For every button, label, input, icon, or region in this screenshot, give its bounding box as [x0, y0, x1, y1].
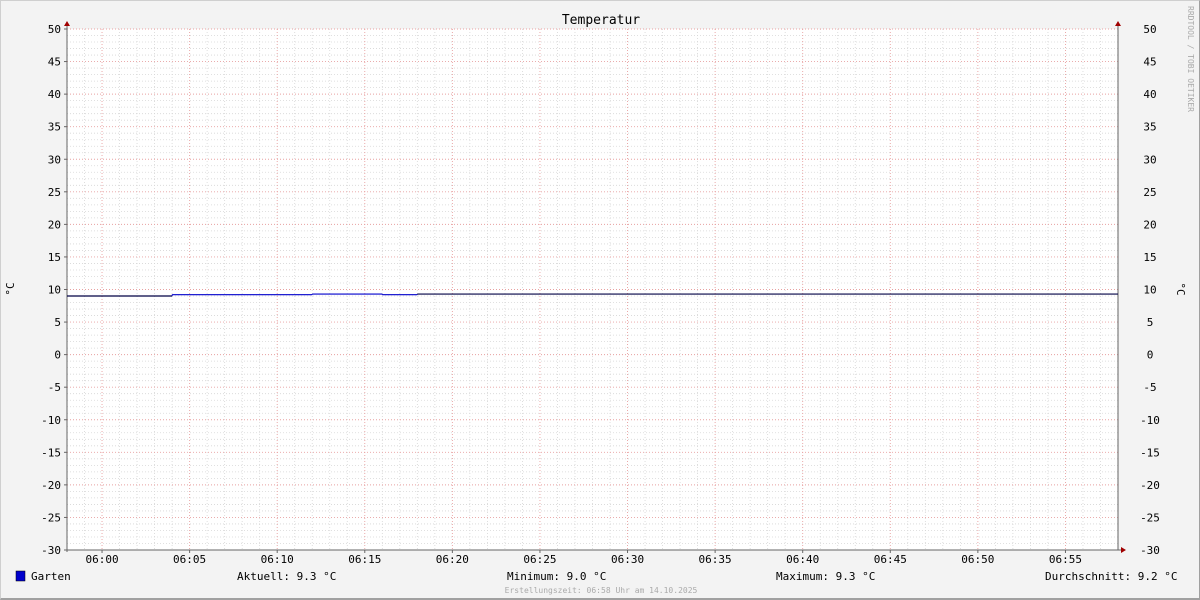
- y-tick-label-left: -15: [41, 446, 61, 459]
- y-tick-label-left: -20: [41, 479, 61, 492]
- x-tick-label: 06:20: [436, 553, 469, 566]
- x-tick-label: 06:35: [699, 553, 732, 566]
- y-tick-label-left: 35: [48, 121, 61, 134]
- y-tick-label-left: 50: [48, 23, 61, 36]
- y-tick-label-left: 20: [48, 218, 61, 231]
- y-tick-label-left: 10: [48, 284, 61, 297]
- legend-name: Garten: [31, 570, 71, 583]
- y-tick-label-right: 10: [1143, 284, 1156, 297]
- legend-durchschnitt: Durchschnitt: 9.2 °C: [1045, 570, 1177, 583]
- y-tick-label-right: 40: [1143, 88, 1156, 101]
- y-tick-label-left: -25: [41, 511, 61, 524]
- x-tick-label: 06:25: [523, 553, 556, 566]
- y-tick-label-right: 35: [1143, 121, 1156, 134]
- y-tick-label-right: -15: [1140, 446, 1160, 459]
- y-axis-arrow-left: [64, 21, 70, 26]
- y-tick-label-right: -10: [1140, 414, 1160, 427]
- x-tick-label: 06:40: [786, 553, 819, 566]
- x-tick-label: 06:15: [348, 553, 381, 566]
- legend-maximum: Maximum: 9.3 °C: [776, 570, 875, 583]
- watermark: RRDTOOL / TOBI OETIKER: [1186, 6, 1195, 112]
- x-tick-label: 06:50: [961, 553, 994, 566]
- y-tick-label-right: 5: [1147, 316, 1154, 329]
- y-axis-arrow-right: [1115, 21, 1121, 26]
- y-tick-label-left: -30: [41, 544, 61, 557]
- y-tick-label-right: 30: [1143, 153, 1156, 166]
- y-axis-label-left: °C: [4, 282, 17, 295]
- footer-timestamp: Erstellungszeit: 06:58 Uhr am 14.10.2025: [505, 586, 698, 595]
- x-axis-arrow: [1121, 547, 1126, 553]
- y-tick-label-left: 30: [48, 153, 61, 166]
- y-tick-label-right: -25: [1140, 511, 1160, 524]
- x-tick-label: 06:30: [611, 553, 644, 566]
- x-tick-label: 06:00: [85, 553, 118, 566]
- legend-aktuell: Aktuell: 9.3 °C: [237, 570, 336, 583]
- y-tick-label-right: 15: [1143, 251, 1156, 264]
- y-tick-label-left: -5: [48, 381, 61, 394]
- y-tick-label-left: 25: [48, 186, 61, 199]
- y-tick-label-left: 15: [48, 251, 61, 264]
- chart-title: Temperatur: [562, 13, 640, 28]
- y-tick-label-right: 20: [1143, 218, 1156, 231]
- y-tick-label-left: 5: [54, 316, 61, 329]
- y-tick-label-right: 25: [1143, 186, 1156, 199]
- legend-minimum: Minimum: 9.0 °C: [507, 570, 606, 583]
- y-axis-label-right: °C: [1174, 282, 1187, 295]
- y-tick-label-right: -5: [1143, 381, 1156, 394]
- x-tick-label: 06:05: [173, 553, 206, 566]
- y-tick-label-right: 45: [1143, 56, 1156, 69]
- y-tick-label-left: 0: [54, 349, 61, 362]
- y-tick-label-left: -10: [41, 414, 61, 427]
- x-tick-label: 06:55: [1049, 553, 1082, 566]
- y-tick-label-right: 0: [1147, 349, 1154, 362]
- y-tick-label-right: -20: [1140, 479, 1160, 492]
- y-tick-label-right: 50: [1143, 23, 1156, 36]
- x-tick-label: 06:10: [261, 553, 294, 566]
- y-tick-label-left: 40: [48, 88, 61, 101]
- legend-swatch-garten: [15, 570, 26, 582]
- x-tick-label: 06:45: [874, 553, 907, 566]
- y-tick-label-right: -30: [1140, 544, 1160, 557]
- y-tick-label-left: 45: [48, 56, 61, 69]
